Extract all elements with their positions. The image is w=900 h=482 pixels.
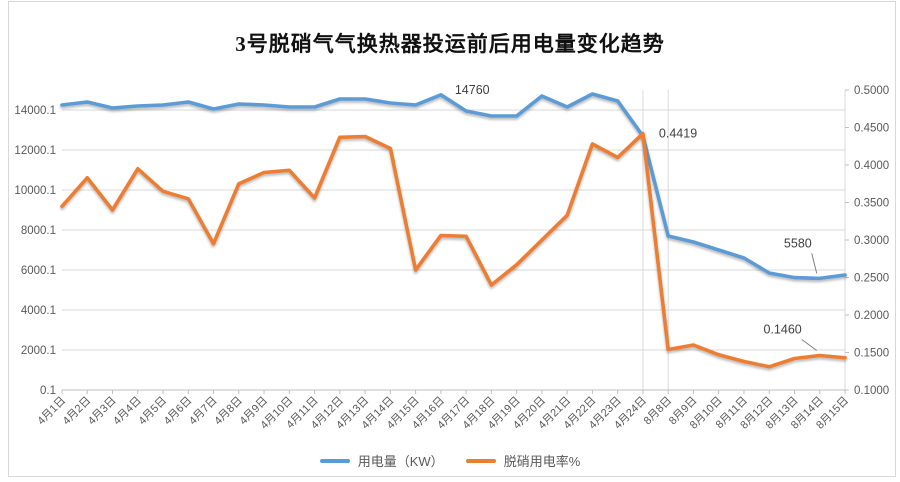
legend-swatch-rate-line (465, 458, 496, 463)
svg-text:0.5000: 0.5000 (854, 85, 889, 97)
svg-text:10000.1: 10000.1 (14, 185, 56, 197)
svg-text:0.3000: 0.3000 (854, 235, 889, 247)
legend-label-rate: 脱硝用电率% (503, 454, 581, 469)
svg-text:0.1500: 0.1500 (854, 348, 889, 360)
svg-text:0.4500: 0.4500 (854, 123, 889, 135)
chart-title: 3号脱硝气气换热器投运前后用电量变化趋势 (235, 32, 665, 56)
svg-text:0.1: 0.1 (40, 385, 56, 397)
left-axis-labels: 14000.1 12000.1 10000.1 8000.1 6000.1 4000.1 2… (14, 105, 56, 397)
svg-text:0.4000: 0.4000 (854, 160, 889, 172)
svg-text:14000.1: 14000.1 (14, 105, 56, 117)
svg-text:4000.1: 4000.1 (21, 305, 56, 317)
svg-text:5580: 5580 (784, 236, 812, 250)
svg-text:6000.1: 6000.1 (21, 265, 56, 277)
svg-text:12000.1: 12000.1 (14, 145, 56, 157)
svg-text:14760: 14760 (455, 83, 490, 97)
legend-label-power: 用电量（KW） (357, 454, 444, 469)
right-axis-labels: 0.5000 0.4500 0.4000 0.3500 0.3000 0.2500 0.20… (854, 85, 889, 397)
axis-ticks (61, 89, 849, 394)
chart-legend: 用电量（KW） 脱硝用电率% (0, 451, 900, 470)
svg-text:8000.1: 8000.1 (21, 225, 56, 237)
legend-swatch-power-line (319, 458, 350, 463)
chart-frame (8, 1, 896, 477)
legend-item-power: 用电量（KW） (319, 451, 444, 470)
svg-text:0.4419: 0.4419 (659, 127, 697, 141)
series-line-1 (60, 131, 847, 369)
x-axis-labels: 4月1日4月2日4月3日4月4日4月5日4月6日4月7日4月8日4月9日4月10… (35, 395, 851, 432)
svg-text:0.2000: 0.2000 (854, 310, 889, 322)
svg-text:0.1000: 0.1000 (854, 385, 889, 397)
series-line-0 (60, 92, 847, 281)
svg-text:0.1460: 0.1460 (764, 323, 802, 337)
svg-text:0.3500: 0.3500 (854, 198, 889, 210)
svg-text:0.2500: 0.2500 (854, 273, 889, 285)
legend-item-rate: 脱硝用电率% (465, 451, 581, 470)
annotations: 14760 0.4419 5580 0.1460 (455, 83, 818, 351)
svg-text:2000.1: 2000.1 (21, 345, 56, 357)
gridlines (62, 90, 846, 391)
